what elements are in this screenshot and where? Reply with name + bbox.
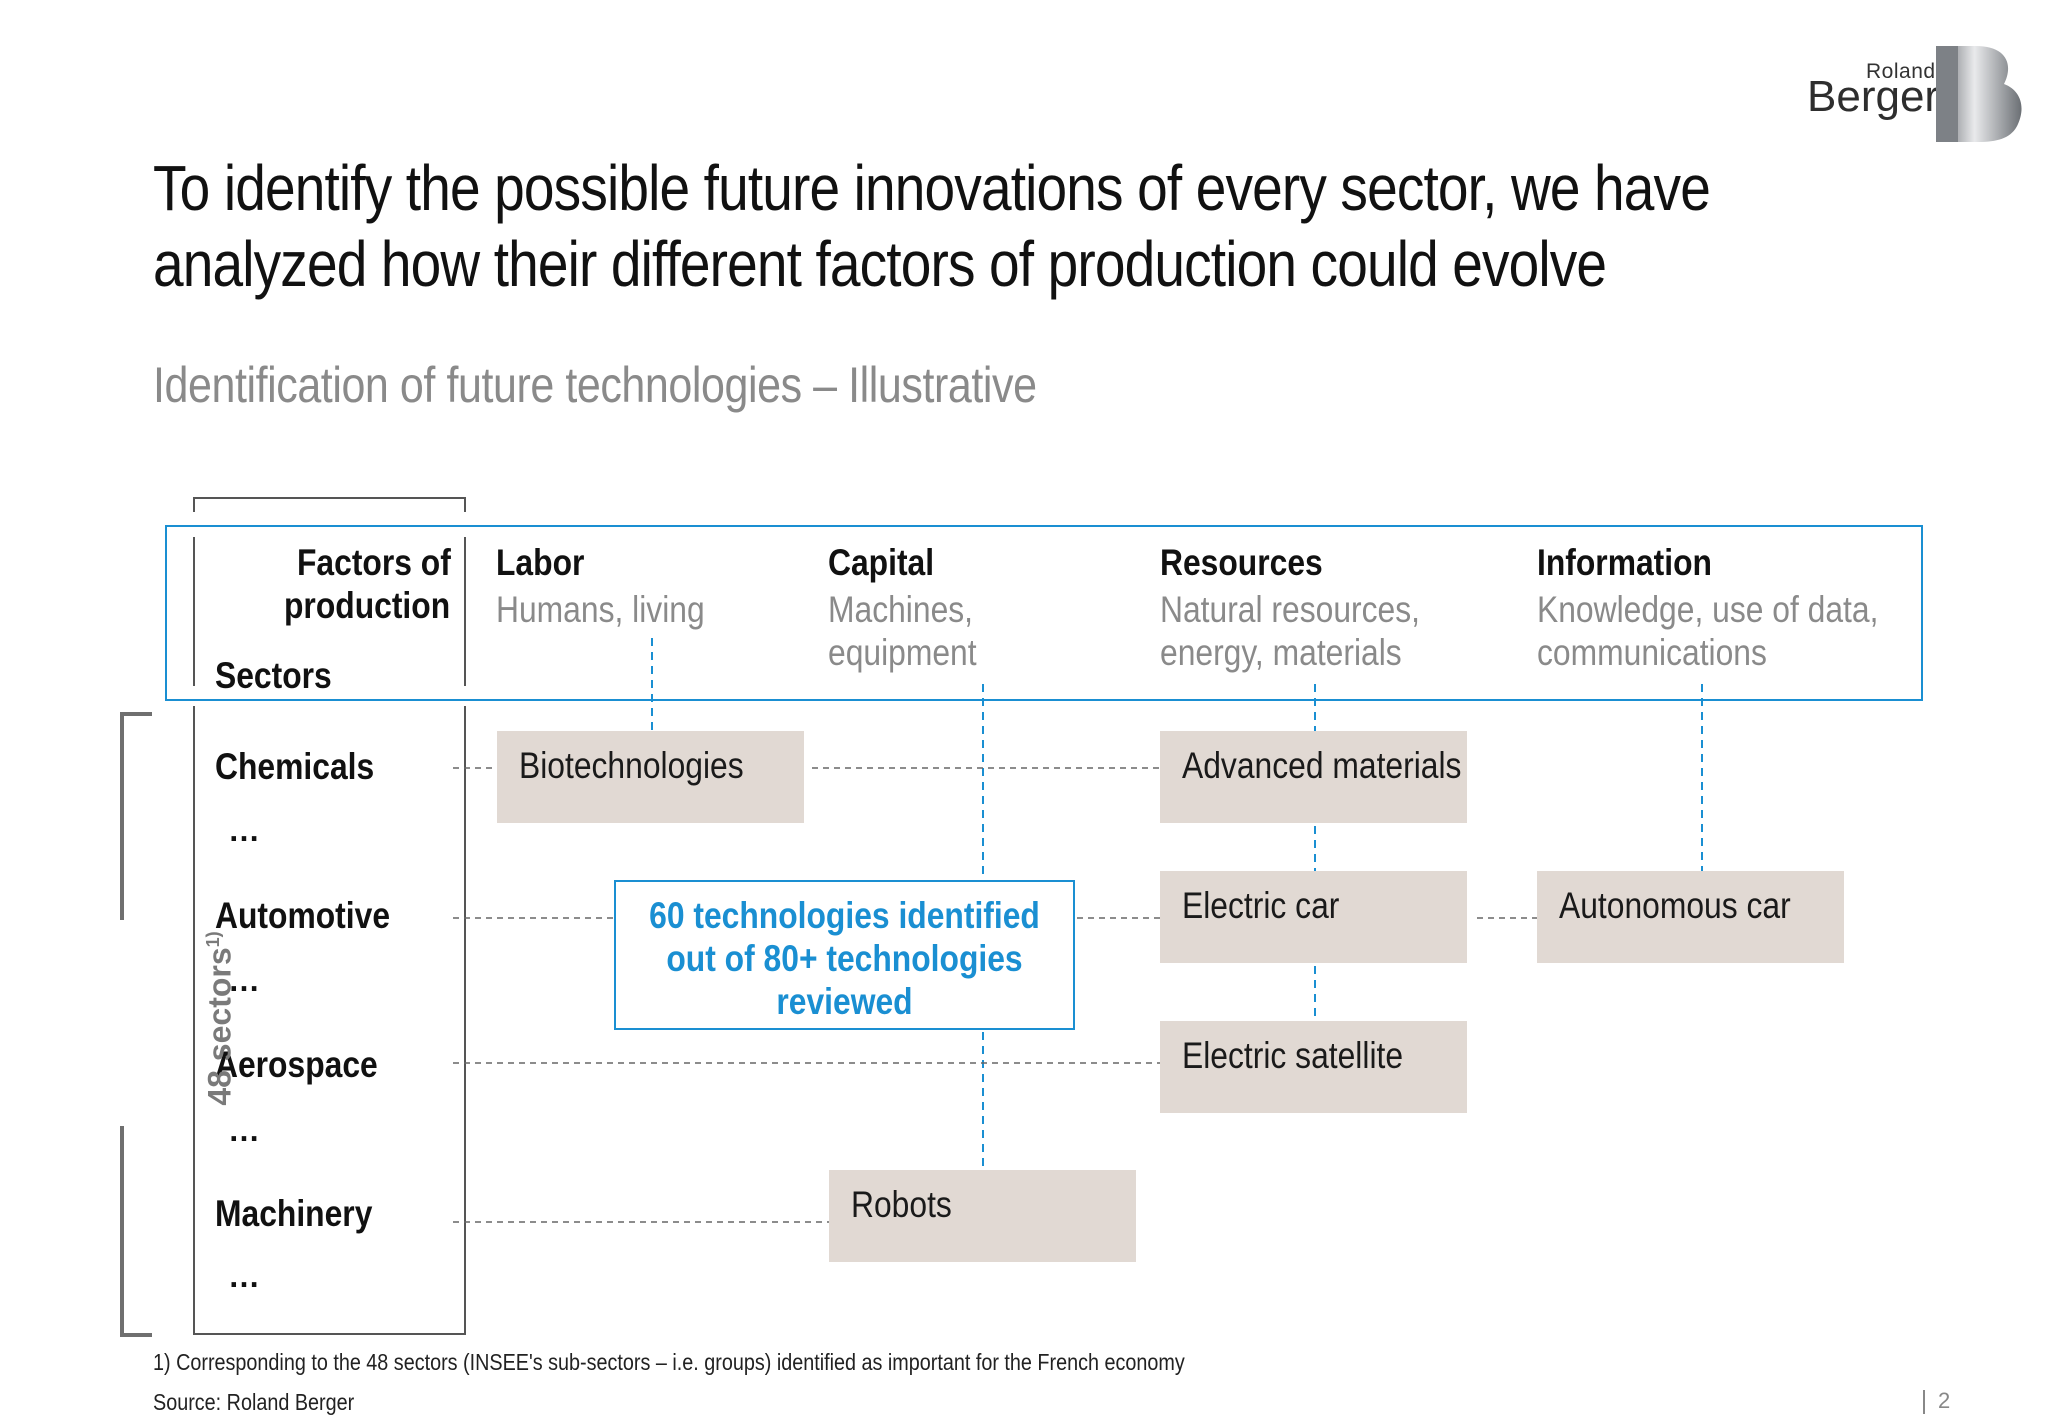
sectors-column-top bbox=[193, 497, 466, 512]
tech-box-electric-car: Electric car bbox=[1160, 871, 1467, 963]
technologies-count-callout: 60 technologies identified out of 80+ te… bbox=[614, 880, 1075, 1030]
sector-ellipsis: … bbox=[228, 1112, 260, 1148]
sector-ellipsis: … bbox=[228, 812, 260, 848]
page-title: To identify the possible future innovati… bbox=[153, 152, 1711, 300]
sector-aerospace: Aerospace bbox=[215, 1044, 378, 1085]
source-note: Source: Roland Berger bbox=[153, 1389, 355, 1415]
factor-information: Information Knowledge, use of data, comm… bbox=[1537, 542, 1879, 673]
brand-roland: Roland bbox=[1866, 60, 1936, 83]
factor-resources: Resources Natural resources, energy, mat… bbox=[1160, 542, 1420, 673]
sector-ellipsis: … bbox=[228, 1258, 260, 1294]
sectors-bracket-top bbox=[120, 712, 152, 920]
factors-label-2: production bbox=[284, 585, 451, 626]
tech-box-robots: Robots bbox=[829, 1170, 1136, 1262]
tech-box-biotechnologies: Biotechnologies bbox=[497, 731, 804, 823]
sectors-column-box bbox=[193, 706, 466, 1335]
factor-labor: Labor Humans, living bbox=[496, 542, 705, 630]
factors-label-1: Factors of bbox=[297, 542, 451, 583]
sectors-count-label: 48 sectors1) bbox=[201, 931, 238, 1106]
page-subtitle: Identification of future technologies – … bbox=[153, 357, 1037, 413]
factor-capital: Capital Machines, equipment bbox=[828, 542, 977, 673]
page-number: 2 bbox=[1938, 1388, 1951, 1413]
sector-ellipsis: … bbox=[228, 962, 260, 998]
berger-b-logo-icon bbox=[1936, 46, 2022, 142]
tech-box-electric-satellite: Electric satellite bbox=[1160, 1021, 1467, 1113]
sectors-label: Sectors bbox=[215, 655, 332, 696]
footnote: 1) Corresponding to the 48 sectors (INSE… bbox=[153, 1349, 1185, 1375]
tech-box-advanced-materials: Advanced materials bbox=[1160, 731, 1467, 823]
tech-box-autonomous-car: Autonomous car bbox=[1537, 871, 1844, 963]
sector-automotive: Automotive bbox=[215, 895, 391, 936]
sectors-bracket-bottom bbox=[120, 1126, 152, 1337]
sector-machinery: Machinery bbox=[215, 1193, 373, 1234]
brand-berger: Berger bbox=[1807, 72, 1940, 121]
factors-header-frame bbox=[165, 525, 1923, 701]
sector-chemicals: Chemicals bbox=[215, 746, 375, 787]
